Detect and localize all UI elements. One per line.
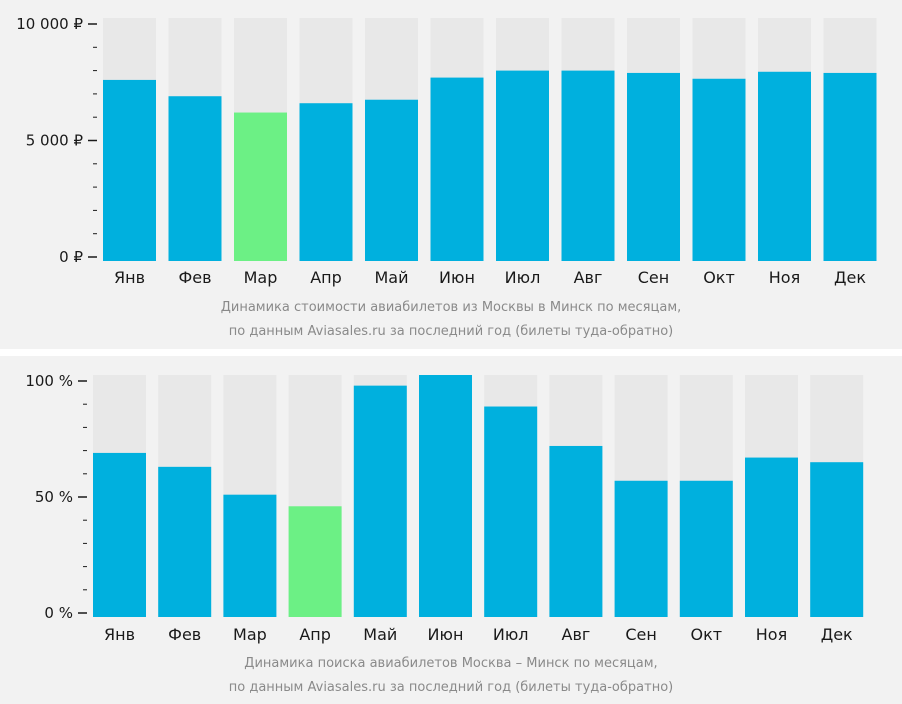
y-tick-label: 5 000 ₽ xyxy=(26,132,84,150)
bar xyxy=(549,445,603,617)
x-category-label: Ноя xyxy=(769,268,800,287)
x-category-label: Авг xyxy=(574,268,603,287)
bar xyxy=(627,72,680,262)
caption-line: по данным Aviasales.ru за последний год … xyxy=(228,680,674,695)
search-bar-chart: 0 % 50 % 100 % Янв Фев Мар Апр Май Июн Июл Авг Сен О… xyxy=(25,372,864,644)
bar xyxy=(745,457,798,617)
caption-line: Динамика стоимости авиабилетов из Москвы… xyxy=(220,300,682,315)
price-bar-chart: 0 ₽ 5 000 ₽ 10 000 ₽ Янв Фев Мар Апр Май Июн Июл А… xyxy=(16,15,877,287)
x-category-label: Окт xyxy=(691,625,723,644)
chart-caption-search: Динамика поиска авиабилетов Москва – Мин… xyxy=(0,652,902,700)
x-category-label: Мар xyxy=(233,625,267,644)
x-category-label: Сен xyxy=(638,268,669,287)
chart-panel-price: 0 ₽ 5 000 ₽ 10 000 ₽ Янв Фев Мар Апр Май Июн Июл А… xyxy=(0,0,902,349)
bar xyxy=(614,480,668,617)
bar xyxy=(365,99,418,261)
bar xyxy=(103,79,156,261)
x-category-label: Янв xyxy=(114,268,145,287)
y-tick-label: 0 % xyxy=(44,604,73,622)
x-category-label: Сен xyxy=(625,625,656,644)
y-tick-label: 100 % xyxy=(25,372,73,390)
bar xyxy=(234,112,287,261)
bar xyxy=(288,506,342,617)
x-category-label: Янв xyxy=(104,625,135,644)
x-category-label: Апр xyxy=(299,625,331,644)
bar xyxy=(430,77,484,261)
bar xyxy=(679,480,733,617)
bar xyxy=(823,72,877,262)
y-tick-label: 0 ₽ xyxy=(59,248,83,266)
x-category-label: Фев xyxy=(178,268,211,287)
x-category-label: Май xyxy=(363,625,397,644)
chart-panel-search: 0 % 50 % 100 % Янв Фев Мар Апр Май Июн Июл Авг Сен О… xyxy=(0,356,902,704)
x-category-label: Окт xyxy=(703,268,735,287)
bar xyxy=(168,96,222,261)
bar xyxy=(223,494,277,617)
bar xyxy=(561,70,615,261)
bar xyxy=(93,452,146,617)
x-category-label: Июн xyxy=(428,625,464,644)
bar xyxy=(419,375,472,617)
bar xyxy=(810,462,864,617)
x-category-label: Авг xyxy=(562,625,591,644)
x-category-label: Апр xyxy=(310,268,342,287)
x-category-label: Июл xyxy=(505,268,541,287)
caption-line: Динамика поиска авиабилетов Москва – Мин… xyxy=(244,656,658,671)
bar xyxy=(158,466,212,617)
x-category-label: Дек xyxy=(821,625,853,644)
x-category-label: Май xyxy=(374,268,408,287)
y-tick-label: 10 000 ₽ xyxy=(16,15,83,33)
x-category-label: Мар xyxy=(244,268,278,287)
x-category-label: Дек xyxy=(834,268,866,287)
x-category-label: Июл xyxy=(493,625,529,644)
bar xyxy=(496,70,549,261)
bar xyxy=(353,385,407,617)
y-tick-label: 50 % xyxy=(35,488,73,506)
bar xyxy=(299,103,353,261)
x-category-label: Июн xyxy=(439,268,475,287)
bar xyxy=(484,406,538,617)
x-category-label: Ноя xyxy=(756,625,787,644)
bar xyxy=(692,78,746,261)
chart-caption-price: Динамика стоимости авиабилетов из Москвы… xyxy=(0,296,902,344)
x-category-label: Фев xyxy=(168,625,201,644)
bar xyxy=(758,71,811,261)
caption-line: по данным Aviasales.ru за последний год … xyxy=(228,324,674,339)
